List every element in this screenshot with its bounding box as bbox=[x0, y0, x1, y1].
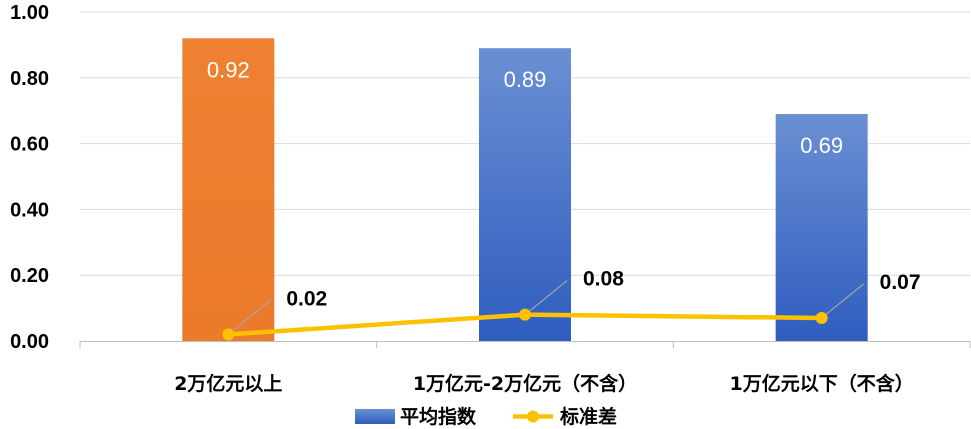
std-line: 0.02 0.08 0.07 bbox=[222, 268, 921, 341]
bar-value-label: 0.89 bbox=[504, 67, 547, 92]
y-tick-label: 0.80 bbox=[10, 68, 49, 90]
bar-value-label: 0.92 bbox=[207, 57, 250, 82]
y-axis-ticks: 0.00 0.20 0.40 0.60 0.80 1.00 bbox=[10, 2, 49, 353]
legend-bar-swatch bbox=[355, 409, 395, 424]
x-tick-label: 2万亿元以上 bbox=[174, 372, 282, 395]
legend-bar-label: 平均指数 bbox=[400, 405, 477, 428]
legend-line-marker bbox=[527, 410, 539, 423]
leader-line bbox=[227, 299, 271, 335]
line-point bbox=[519, 308, 531, 321]
y-tick-label: 0.00 bbox=[10, 331, 49, 353]
x-axis: 2万亿元以上 1万亿元-2万亿元（不含） 1万亿元以下（不含） bbox=[79, 341, 971, 395]
line-value-label: 0.07 bbox=[880, 271, 921, 294]
y-tick-label: 0.40 bbox=[10, 199, 49, 221]
x-tick-label: 1万亿元-2万亿元（不含） bbox=[413, 372, 637, 395]
y-tick-label: 0.60 bbox=[10, 134, 49, 156]
x-tick-label: 1万亿元以下（不含） bbox=[730, 372, 914, 395]
bar bbox=[182, 38, 275, 341]
leader-line bbox=[524, 280, 568, 316]
bar bbox=[775, 113, 868, 342]
bars: 0.92 0.89 0.69 bbox=[182, 38, 868, 342]
legend: 平均指数 标准差 bbox=[355, 405, 617, 428]
line-point bbox=[222, 328, 235, 341]
bar bbox=[479, 48, 571, 341]
y-tick-label: 0.20 bbox=[10, 265, 49, 287]
y-tick-label: 1.00 bbox=[10, 2, 49, 24]
line-point bbox=[815, 311, 828, 324]
line-value-label: 0.08 bbox=[583, 268, 624, 291]
leader-line bbox=[821, 283, 865, 319]
legend-line-label: 标准差 bbox=[560, 405, 617, 428]
line-value-label: 0.02 bbox=[286, 287, 327, 310]
bar-value-label: 0.69 bbox=[800, 133, 843, 158]
